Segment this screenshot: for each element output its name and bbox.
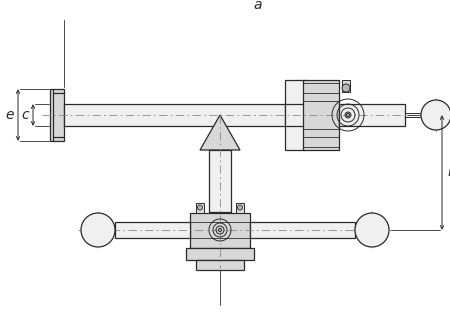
Text: c: c — [22, 108, 29, 122]
Bar — [190, 213, 250, 248]
Circle shape — [355, 213, 389, 247]
Bar — [285, 80, 305, 150]
Bar — [209, 150, 231, 212]
Bar — [342, 80, 350, 92]
Circle shape — [345, 112, 351, 118]
Text: e: e — [5, 108, 14, 122]
Bar — [236, 203, 244, 213]
Bar — [339, 104, 405, 126]
Bar — [303, 80, 339, 150]
Bar — [196, 203, 204, 213]
Bar — [64, 104, 285, 126]
Circle shape — [421, 100, 450, 130]
Circle shape — [81, 213, 115, 247]
Bar — [186, 248, 254, 259]
Circle shape — [346, 114, 350, 116]
Text: a: a — [253, 0, 262, 12]
Text: b: b — [447, 166, 450, 179]
Bar — [50, 89, 64, 141]
Circle shape — [238, 205, 243, 210]
Circle shape — [342, 84, 350, 92]
Circle shape — [219, 228, 221, 232]
Circle shape — [198, 205, 203, 210]
Bar — [196, 259, 244, 269]
Bar — [115, 222, 190, 238]
Bar — [250, 222, 355, 238]
Polygon shape — [200, 115, 240, 150]
